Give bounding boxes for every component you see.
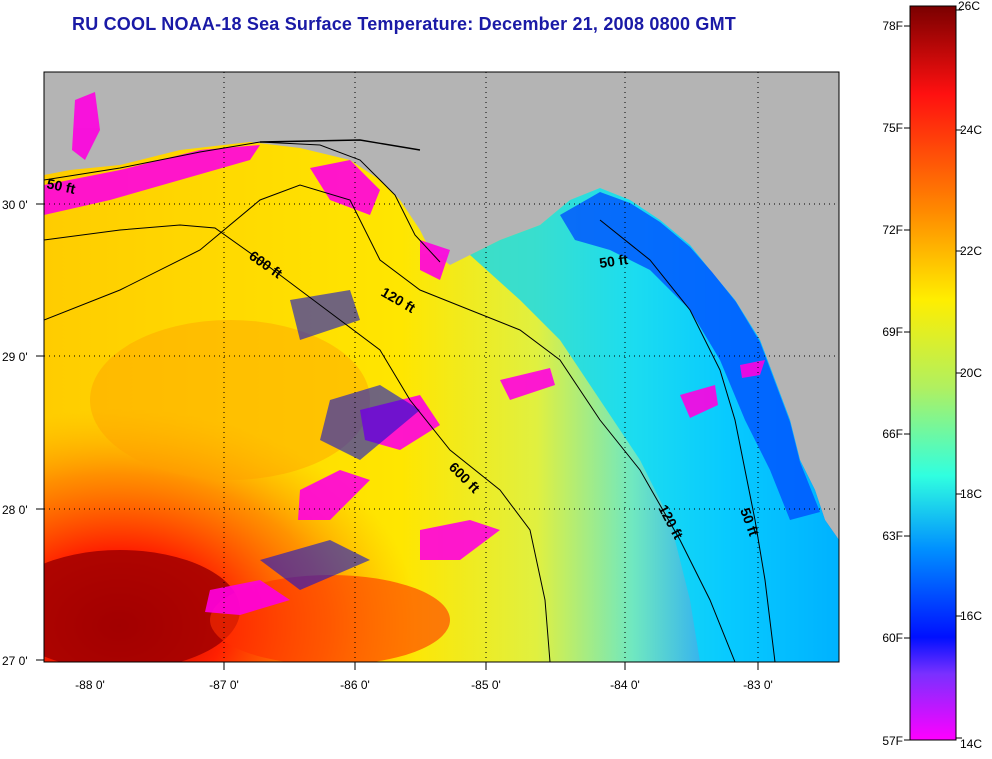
colorbar-celsius-label: 22C <box>960 244 982 258</box>
lat-tick-label: 30 0' <box>2 198 28 212</box>
colorbar-fahrenheit-label: 60F <box>882 631 903 645</box>
map-title: RU COOL NOAA-18 Sea Surface Temperature:… <box>72 14 736 34</box>
colorbar-fahrenheit-label: 69F <box>882 325 903 339</box>
land <box>44 72 839 540</box>
lon-tick-label: -85 0' <box>471 678 501 692</box>
colorbar-celsius-label: 18C <box>960 487 982 501</box>
contour-label: 50 ft <box>598 251 629 271</box>
colorbar-fahrenheit-label: 63F <box>882 529 903 543</box>
colorbar-celsius-label: 14C <box>960 737 982 751</box>
colorbar-fahrenheit-label: 78F <box>882 19 903 33</box>
contour-50ft-west <box>44 141 441 263</box>
colorbar-celsius-label: 26C <box>958 0 980 13</box>
lat-tick-label: 29 0' <box>2 350 28 364</box>
contour-50ft-east <box>599 219 776 662</box>
colorbar-fahrenheit-label: 72F <box>882 223 903 237</box>
colorbar-fahrenheit-label: 57F <box>882 734 903 748</box>
lat-tick-label: 27 0' <box>2 654 28 668</box>
contour-120ft <box>44 184 736 662</box>
lon-tick-label: -88 0' <box>75 678 105 692</box>
lat-lon-grid <box>44 72 839 662</box>
map-area: 50 ft 600 ft 120 ft 50 ft 600 ft 120 ft … <box>44 72 839 662</box>
colorbar-fahrenheit-label: 75F <box>882 121 903 135</box>
temperature-colorbar: 26C 24C 22C 20C 18C 16C 14C 78F 75F 72F … <box>882 0 982 751</box>
lon-tick-label: -84 0' <box>610 678 640 692</box>
lon-tick-label: -87 0' <box>209 678 239 692</box>
bathymetry-contours <box>44 139 776 662</box>
cold-water-filaments <box>44 92 765 615</box>
lat-tick-label: 28 0' <box>2 503 28 517</box>
map-frame <box>43 71 840 663</box>
contour-600ft <box>44 224 551 662</box>
colorbar-celsius-label: 20C <box>960 366 982 380</box>
colorbar-celsius-label: 16C <box>960 609 982 623</box>
lon-tick-label: -86 0' <box>340 678 370 692</box>
colorbar-gradient <box>909 5 957 741</box>
colorbar-celsius-label: 24C <box>960 123 982 137</box>
lon-tick-label: -83 0' <box>743 678 773 692</box>
colorbar-fahrenheit-label: 66F <box>882 427 903 441</box>
contour-label: 50 ft <box>45 175 77 197</box>
